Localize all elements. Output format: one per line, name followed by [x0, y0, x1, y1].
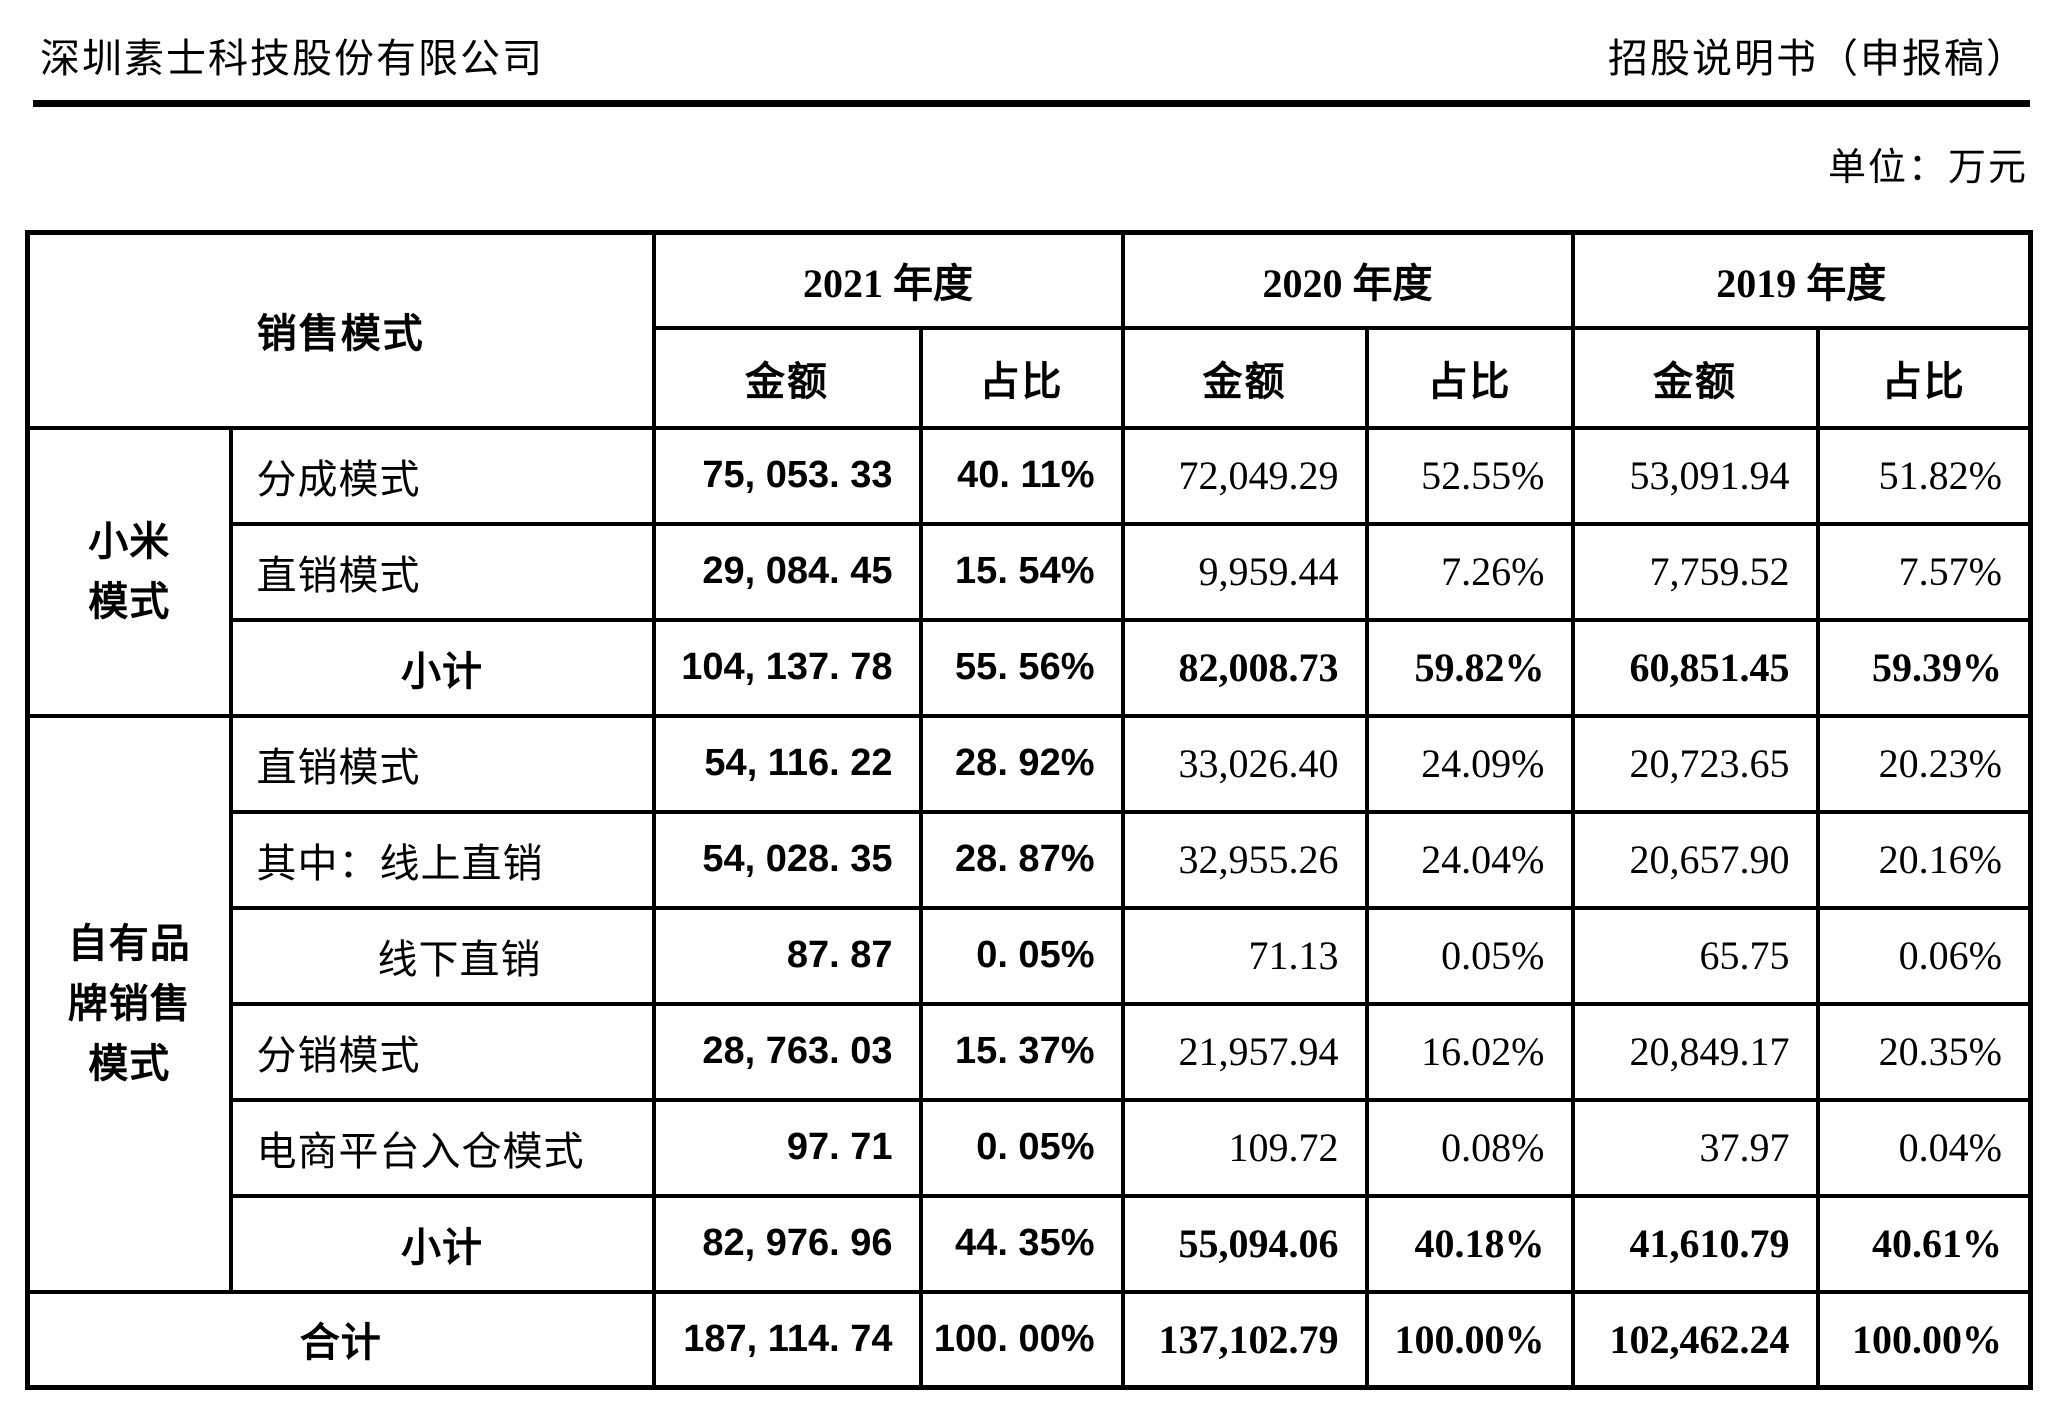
cell-ratio-2021: 44. 35%: [918, 1193, 1125, 1294]
row-label: 其中：线上直销: [228, 809, 656, 910]
table-row: 直销模式 29, 084. 45 15. 54% 9,959.44 7.26% …: [28, 521, 2033, 622]
subheader-ratio-2021: 占比: [918, 325, 1125, 430]
table-row: 分销模式 28, 763. 03 15. 37% 21,957.94 16.02…: [28, 1001, 2033, 1102]
row-label: 直销模式: [228, 521, 656, 622]
cell-ratio-2020: 0.05%: [1364, 905, 1575, 1006]
cell-amount-2020: 82,008.73: [1120, 617, 1369, 718]
cell-ratio-2019: 20.35%: [1815, 1001, 2033, 1102]
cell-ratio-2021: 15. 54%: [918, 521, 1125, 622]
cell-amount-2021: 187, 114. 74: [651, 1289, 923, 1390]
cell-ratio-2019: 20.23%: [1815, 713, 2033, 814]
cell-ratio-2019: 100.00%: [1815, 1289, 2033, 1390]
total-label: 合计: [25, 1289, 656, 1390]
cell-ratio-2020: 0.08%: [1364, 1097, 1575, 1198]
subheader-amount-2021: 金额: [651, 325, 923, 430]
total-row: 合计 187, 114. 74 100. 00% 137,102.79 100.…: [25, 1289, 2033, 1390]
cell-amount-2021: 97. 71: [651, 1097, 923, 1198]
cell-amount-2020: 109.72: [1120, 1097, 1369, 1198]
cell-ratio-2021: 15. 37%: [918, 1001, 1125, 1102]
cell-ratio-2020: 7.26%: [1364, 521, 1575, 622]
cell-amount-2019: 65.75: [1570, 905, 1820, 1006]
row-label: 直销模式: [228, 713, 656, 814]
cell-amount-2019: 20,723.65: [1570, 713, 1820, 814]
sales-model-table: 销售模式 2021 年度 2020 年度 2019 年度 金额 占比 金额 占比…: [25, 230, 2033, 1390]
header-row-years: 销售模式 2021 年度 2020 年度 2019 年度: [25, 230, 2033, 430]
cell-amount-2019: 7,759.52: [1570, 521, 1820, 622]
subtotal-label: 小计: [228, 1193, 656, 1294]
cell-amount-2021: 82, 976. 96: [651, 1193, 923, 1294]
cell-ratio-2019: 7.57%: [1815, 521, 2033, 622]
subheader-amount-2020: 金额: [1120, 325, 1369, 430]
row-label: 分销模式: [228, 1001, 656, 1102]
cell-ratio-2019: 20.16%: [1815, 809, 2033, 910]
cell-amount-2019: 60,851.45: [1570, 617, 1820, 718]
table-row: 小米 模式 分成模式 75, 053. 33 40. 11% 72,049.29…: [25, 425, 2033, 718]
cell-amount-2021: 104, 137. 78: [651, 617, 923, 718]
cell-ratio-2020: 40.18%: [1364, 1193, 1575, 1294]
company-name: 深圳素士科技股份有限公司: [40, 36, 544, 81]
year-header-2021: 2021 年度: [651, 230, 1125, 330]
cell-ratio-2019: 51.82%: [1815, 425, 2033, 526]
subtotal-row: 小计 104, 137. 78 55. 56% 82,008.73 59.82%…: [28, 617, 2033, 718]
cell-amount-2020: 9,959.44: [1120, 521, 1369, 622]
cell-ratio-2019: 40.61%: [1815, 1193, 2033, 1294]
table-row: 线下直销 87. 87 0. 05% 71.13 0.05% 65.75 0.0…: [28, 905, 2033, 1006]
cell-ratio-2020: 100.00%: [1364, 1289, 1575, 1390]
cell-amount-2021: 54, 116. 22: [651, 713, 923, 814]
unit-note: 单位：万元: [1827, 147, 2028, 189]
year-header-2020: 2020 年度: [1120, 230, 1575, 330]
cell-ratio-2021: 0. 05%: [918, 905, 1125, 1006]
cell-amount-2021: 87. 87: [651, 905, 923, 1006]
cell-amount-2020: 137,102.79: [1120, 1289, 1369, 1390]
cell-amount-2021: 75, 053. 33: [651, 425, 923, 526]
subheader-ratio-2019: 占比: [1815, 325, 2033, 430]
row-label: 分成模式: [228, 425, 656, 526]
subheader-ratio-2020: 占比: [1364, 325, 1575, 430]
cell-ratio-2021: 28. 92%: [918, 713, 1125, 814]
cell-ratio-2021: 0. 05%: [918, 1097, 1125, 1198]
group-label-own-brand: 自有品 牌销售 模式: [25, 713, 233, 1294]
cell-ratio-2021: 100. 00%: [918, 1289, 1125, 1390]
cell-ratio-2020: 24.04%: [1364, 809, 1575, 910]
corner-header: 销售模式: [25, 230, 656, 430]
subtotal-label: 小计: [228, 617, 656, 718]
cell-amount-2021: 28, 763. 03: [651, 1001, 923, 1102]
cell-ratio-2020: 52.55%: [1364, 425, 1575, 526]
cell-amount-2020: 71.13: [1120, 905, 1369, 1006]
cell-amount-2020: 32,955.26: [1120, 809, 1369, 910]
subheader-amount-2019: 金额: [1570, 325, 1820, 430]
cell-amount-2019: 20,657.90: [1570, 809, 1820, 910]
cell-amount-2020: 55,094.06: [1120, 1193, 1369, 1294]
header-row-sub: 金额 占比 金额 占比 金额 占比: [28, 325, 2033, 430]
cell-amount-2020: 33,026.40: [1120, 713, 1369, 814]
cell-ratio-2020: 59.82%: [1364, 617, 1575, 718]
header-rule: [33, 100, 2030, 107]
cell-amount-2019: 37.97: [1570, 1097, 1820, 1198]
cell-amount-2019: 102,462.24: [1570, 1289, 1820, 1390]
cell-ratio-2021: 55. 56%: [918, 617, 1125, 718]
table-row: 自有品 牌销售 模式 直销模式 54, 116. 22 28. 92% 33,0…: [25, 713, 2033, 1294]
year-header-2019: 2019 年度: [1570, 230, 2033, 330]
row-label: 电商平台入仓模式: [228, 1097, 656, 1198]
cell-amount-2020: 72,049.29: [1120, 425, 1369, 526]
cell-amount-2019: 20,849.17: [1570, 1001, 1820, 1102]
cell-ratio-2019: 0.04%: [1815, 1097, 2033, 1198]
group-label-xiaomi: 小米 模式: [25, 425, 233, 718]
doc-title: 招股说明书（申报稿）: [1608, 36, 2028, 81]
cell-ratio-2020: 24.09%: [1364, 713, 1575, 814]
cell-ratio-2019: 59.39%: [1815, 617, 2033, 718]
subtotal-row: 小计 82, 976. 96 44. 35% 55,094.06 40.18% …: [28, 1193, 2033, 1294]
cell-amount-2021: 29, 084. 45: [651, 521, 923, 622]
cell-ratio-2021: 28. 87%: [918, 809, 1125, 910]
cell-amount-2021: 54, 028. 35: [651, 809, 923, 910]
table-row: 电商平台入仓模式 97. 71 0. 05% 109.72 0.08% 37.9…: [28, 1097, 2033, 1198]
cell-amount-2020: 21,957.94: [1120, 1001, 1369, 1102]
cell-ratio-2020: 16.02%: [1364, 1001, 1575, 1102]
cell-ratio-2021: 40. 11%: [918, 425, 1125, 526]
cell-amount-2019: 41,610.79: [1570, 1193, 1820, 1294]
table-row: 其中：线上直销 54, 028. 35 28. 87% 32,955.26 24…: [28, 809, 2033, 910]
cell-ratio-2019: 0.06%: [1815, 905, 2033, 1006]
cell-amount-2019: 53,091.94: [1570, 425, 1820, 526]
row-label: 线下直销: [228, 905, 656, 1006]
